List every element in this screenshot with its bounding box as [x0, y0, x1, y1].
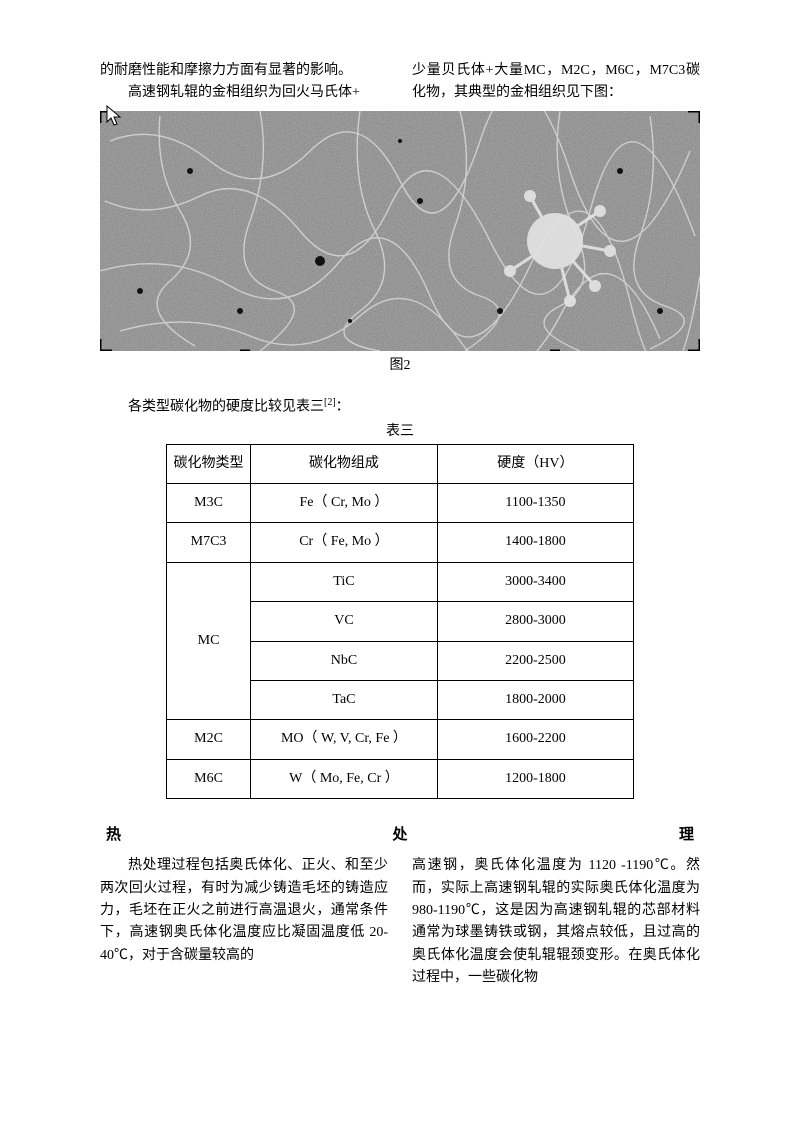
cell-comp: VC — [251, 602, 438, 641]
intro-right-line1: 少量贝氏体+大量MC，M2C，M6C，M7C3碳化物，其典型的金相组织见下图： — [412, 60, 700, 105]
table-intro-suffix: ： — [336, 400, 350, 415]
cell-hv: 2800-3000 — [437, 602, 633, 641]
col-hv: 硬度（HV） — [437, 444, 633, 483]
heat-left-para: 热处理过程包括奥氏体化、正火、和至少两次回火过程，有时为减少铸造毛坯的铸造应力，… — [100, 855, 388, 967]
cell-comp: NbC — [251, 641, 438, 680]
cell-hv: 3000-3400 — [437, 562, 633, 601]
heat-right-para: 高速钢，奥氏体化温度为 1120 -1190℃。然而，实际上高速钢轧辊的实际奥氏… — [412, 855, 700, 989]
cell-comp: MO（ W, V, Cr, Fe ） — [251, 720, 438, 759]
heading-char-3: 理 — [679, 823, 694, 847]
table-intro-prefix: 各类型碳化物的硬度比较见表三 — [128, 400, 324, 415]
cell-comp: W（ Mo, Fe, Cr ） — [251, 759, 438, 798]
heat-heading: 热 处 理 — [100, 823, 700, 847]
heat-right-col: 高速钢，奥氏体化温度为 1120 -1190℃。然而，实际上高速钢轧辊的实际奥氏… — [412, 855, 700, 989]
heat-columns: 热处理过程包括奥氏体化、正火、和至少两次回火过程，有时为减少铸造毛坯的铸造应力，… — [100, 855, 700, 989]
heat-left-col: 热处理过程包括奥氏体化、正火、和至少两次回火过程，有时为减少铸造毛坯的铸造应力，… — [100, 855, 388, 989]
intro-right-col: 少量贝氏体+大量MC，M2C，M6C，M7C3碳化物，其典型的金相组织见下图： — [412, 60, 700, 105]
heading-char-1: 热 — [106, 823, 121, 847]
intro-left-col: 的耐磨性能和摩擦力方面有显著的影响。 高速钢轧辊的金相组织为回火马氏体+ — [100, 60, 388, 105]
table-row: M6C W（ Mo, Fe, Cr ） 1200-1800 — [167, 759, 634, 798]
col-comp: 碳化物组成 — [251, 444, 438, 483]
table-row: M2C MO（ W, V, Cr, Fe ） 1600-2200 — [167, 720, 634, 759]
table-row: M3C Fe（ Cr, Mo ） 1100-1350 — [167, 484, 634, 523]
cell-hv: 2200-2500 — [437, 641, 633, 680]
carbide-table: 碳化物类型 碳化物组成 硬度（HV） M3C Fe（ Cr, Mo ） 1100… — [166, 444, 634, 800]
cell-type: M2C — [167, 720, 251, 759]
cell-type-mc: MC — [167, 562, 251, 720]
table-header-row: 碳化物类型 碳化物组成 硬度（HV） — [167, 444, 634, 483]
cell-type: M6C — [167, 759, 251, 798]
cell-comp: Cr（ Fe, Mo ） — [251, 523, 438, 562]
intro-left-line2: 高速钢轧辊的金相组织为回火马氏体+ — [100, 82, 388, 104]
intro-left-line1: 的耐磨性能和摩擦力方面有显著的影响。 — [100, 60, 388, 82]
table-intro-citation: [2] — [324, 397, 336, 408]
table-title: 表三 — [100, 421, 700, 443]
intro-columns: 的耐磨性能和摩擦力方面有显著的影响。 高速钢轧辊的金相组织为回火马氏体+ 少量贝… — [100, 60, 700, 105]
cursor-icon — [106, 105, 706, 345]
cell-hv: 1800-2000 — [437, 680, 633, 719]
cell-comp: TaC — [251, 680, 438, 719]
cell-hv: 1600-2200 — [437, 720, 633, 759]
table-row: MC TiC 3000-3400 — [167, 562, 634, 601]
cell-hv: 1100-1350 — [437, 484, 633, 523]
table-row: M7C3 Cr（ Fe, Mo ） 1400-1800 — [167, 523, 634, 562]
cell-type: M3C — [167, 484, 251, 523]
table-intro: 各类型碳化物的硬度比较见表三[2]： — [100, 395, 700, 419]
heading-char-2: 处 — [392, 823, 407, 847]
cell-comp: Fe（ Cr, Mo ） — [251, 484, 438, 523]
cell-hv: 1200-1800 — [437, 759, 633, 798]
figure-2 — [100, 111, 700, 351]
cell-type: M7C3 — [167, 523, 251, 562]
col-type: 碳化物类型 — [167, 444, 251, 483]
cell-hv: 1400-1800 — [437, 523, 633, 562]
cell-comp: TiC — [251, 562, 438, 601]
figure-caption: 图2 — [100, 355, 700, 377]
